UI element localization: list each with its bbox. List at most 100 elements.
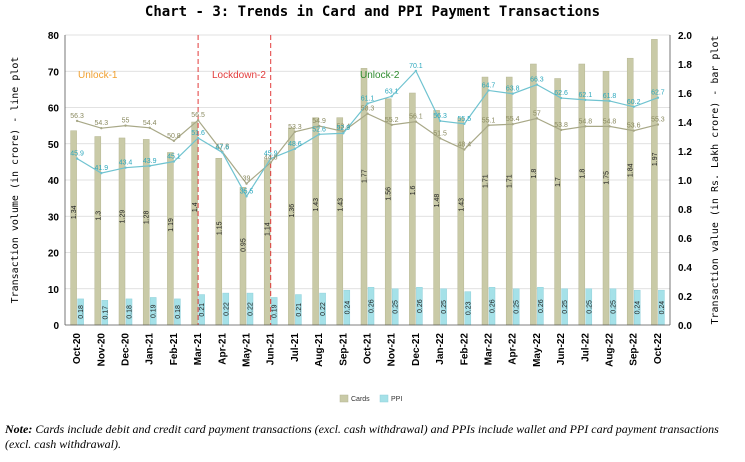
chart-note: Note: Cards include debit and credit car… xyxy=(5,422,740,452)
line-label-ppi: 45.1 xyxy=(167,154,181,161)
legend-label-ppi: PPI xyxy=(391,396,402,403)
point-cards xyxy=(584,125,587,128)
y-tick-left: 0 xyxy=(53,321,59,332)
bar-cards xyxy=(70,130,77,326)
bar-cards xyxy=(409,92,416,326)
point-cards xyxy=(293,130,297,133)
line-label-ppi: 35.5 xyxy=(240,188,254,195)
bar-label-ppi: 0.25 xyxy=(441,300,448,314)
line-label-cards: 44.8 xyxy=(264,155,278,162)
bar-label-cards: 1.14 xyxy=(265,222,272,236)
line-label-cards: 51.5 xyxy=(433,130,447,137)
y-tick-right: 0.0 xyxy=(678,321,692,332)
line-label-cards: 56.5 xyxy=(191,112,205,119)
bar-label-ppi: 0.25 xyxy=(586,300,593,314)
bar-cards xyxy=(384,98,392,326)
y-tick-right: 1.8 xyxy=(678,60,692,71)
point-cards xyxy=(463,148,466,151)
x-tick-label: Jun-22 xyxy=(556,333,567,366)
line-label-ppi: 51.6 xyxy=(191,130,205,137)
line-label-ppi: 63.1 xyxy=(385,88,399,95)
point-ppi xyxy=(608,99,611,103)
bar-cards xyxy=(433,110,440,326)
bar-label-ppi: 0.24 xyxy=(635,301,642,315)
bar-label-cards: 1.8 xyxy=(531,169,538,179)
point-cards xyxy=(656,123,660,126)
line-label-ppi: 41.9 xyxy=(94,165,108,172)
point-cards xyxy=(511,122,514,126)
axes xyxy=(64,35,671,326)
line-label-ppi: 61.8 xyxy=(603,93,617,100)
x-tick-label: Oct-20 xyxy=(72,333,83,365)
bar-label-ppi: 0.18 xyxy=(78,305,85,319)
bar-cards xyxy=(602,71,610,326)
x-tick-label: Feb-22 xyxy=(459,333,470,366)
x-tick-label: Sep-21 xyxy=(338,333,349,366)
bar-label-cards: 1.15 xyxy=(216,221,223,235)
bar-label-cards: 1.34 xyxy=(71,205,78,219)
bar-label-cards: 1.8 xyxy=(579,169,586,179)
bar-cards xyxy=(191,121,198,326)
point-ppi xyxy=(342,132,345,135)
line-label-ppi: 47.6 xyxy=(215,144,229,151)
bar-label-cards: 1.36 xyxy=(289,204,296,218)
y-tick-right: 0.8 xyxy=(678,205,692,216)
line-label-ppi: 52.6 xyxy=(312,126,326,133)
x-tick-label: Apr-21 xyxy=(217,333,228,365)
line-label-ppi: 70.1 xyxy=(409,63,423,70)
y-tick-right: 1.2 xyxy=(678,147,692,158)
point-cards xyxy=(366,112,369,115)
bar-cards xyxy=(167,152,174,326)
line-label-cards: 53.3 xyxy=(288,124,302,131)
point-ppi xyxy=(293,147,297,151)
point-cards xyxy=(100,126,103,130)
bar-label-cards: 1.77 xyxy=(362,169,369,183)
point-cards xyxy=(245,182,248,185)
point-cards xyxy=(608,125,611,128)
point-cards xyxy=(390,123,393,127)
line-series xyxy=(75,69,660,198)
point-cards xyxy=(559,128,563,132)
x-tick-label: Jul-22 xyxy=(580,333,591,362)
point-cards xyxy=(124,124,127,127)
y-tick-left: 20 xyxy=(48,249,60,260)
line-label-cards: 55.4 xyxy=(506,116,520,123)
bar-cards xyxy=(312,117,319,326)
line-label-cards: 50.8 xyxy=(167,133,181,140)
line-label-ppi: 61.1 xyxy=(361,96,375,103)
bar-label-cards: 1.29 xyxy=(120,210,127,224)
line-label-cards: 54.8 xyxy=(603,118,617,125)
bar-label-ppi: 0.22 xyxy=(223,302,230,316)
bar-cards xyxy=(263,159,271,326)
chart-title: Chart - 3: Trends in Card and PPI Paymen… xyxy=(144,4,601,20)
y-axis-title-right: Transaction value (in Rs. Lakh crore) - … xyxy=(710,36,721,325)
bar-cards xyxy=(578,63,586,326)
phase-annotation: Unlock-2 xyxy=(360,70,400,81)
y-tick-left: 30 xyxy=(48,212,60,223)
bar-label-cards: 1.28 xyxy=(144,210,151,224)
line-label-cards: 55.3 xyxy=(651,117,665,124)
bar-cards xyxy=(481,76,489,326)
point-ppi xyxy=(124,166,127,169)
line-label-cards: 53.4 xyxy=(336,123,350,130)
line-label-cards: 56.1 xyxy=(409,114,423,121)
line-label-ppi: 62.6 xyxy=(554,90,568,97)
line-label-ppi: 60.2 xyxy=(627,99,641,106)
point-ppi xyxy=(511,92,514,95)
legend-swatch-cards xyxy=(339,394,349,403)
point-ppi xyxy=(245,195,248,198)
bar-label-ppi: 0.21 xyxy=(296,303,303,317)
x-tick-label: Aug-21 xyxy=(314,333,325,367)
x-tick-label: Jan-21 xyxy=(145,333,156,365)
line-label-cards: 54.3 xyxy=(94,120,108,127)
gridlines xyxy=(65,34,670,290)
line-label-ppi: 63.8 xyxy=(506,86,520,93)
bar-label-ppi: 0.26 xyxy=(490,299,497,313)
x-tick-label: Dec-20 xyxy=(121,333,132,366)
point-ppi xyxy=(172,160,176,163)
point-ppi xyxy=(148,164,151,168)
point-ppi xyxy=(196,136,200,140)
phase-annotation: Unlock-1 xyxy=(78,70,118,81)
bar-label-ppi: 0.26 xyxy=(369,299,376,313)
line-label-cards: 47.8 xyxy=(215,144,229,151)
